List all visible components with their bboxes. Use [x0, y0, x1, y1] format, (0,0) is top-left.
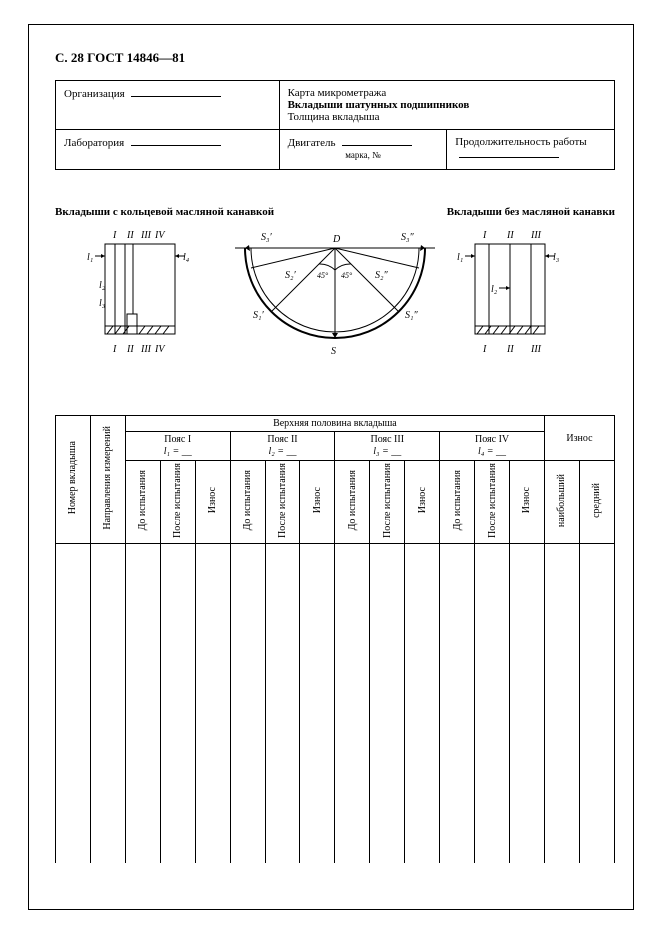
svg-text:D: D — [332, 234, 341, 245]
belt-4-name: Пояс IV — [475, 434, 509, 445]
wear-header: Износ — [544, 416, 614, 461]
svg-text:l₄: l₄ — [183, 252, 190, 263]
belt-3-sub: l₃ = __ — [373, 446, 401, 457]
b2-before: До испытания — [242, 470, 253, 530]
page-content: С. 28 ГОСТ 14846—81 Организация Карта ми… — [55, 50, 615, 863]
lab-underline — [131, 136, 221, 146]
svg-text:III: III — [140, 344, 152, 355]
svg-text:l₂: l₂ — [491, 284, 498, 295]
engine-sub: марка, № — [288, 150, 439, 160]
card-title: Карта микрометража — [288, 87, 606, 99]
org-label: Организация — [64, 88, 125, 100]
svg-text:I: I — [482, 344, 487, 355]
svg-text:I: I — [482, 230, 487, 241]
svg-text:S₁″: S₁″ — [405, 310, 418, 321]
belt-3-name: Пояс III — [370, 434, 404, 445]
duration-label: Продолжительность работы — [455, 136, 606, 148]
svg-text:S: S — [331, 346, 336, 357]
svg-text:I: I — [112, 230, 117, 241]
svg-text:S₃′: S₃′ — [261, 232, 272, 243]
col-num: Номер вкладыша — [67, 441, 78, 514]
svg-text:III: III — [530, 344, 542, 355]
svg-text:S₂′: S₂′ — [285, 270, 296, 281]
svg-text:II: II — [126, 230, 134, 241]
engine-label: Двигатель — [288, 137, 336, 149]
diagrams-svg: IIIIIIIV l₁ — [55, 226, 615, 371]
svg-text:IV: IV — [154, 344, 166, 355]
svg-text:I: I — [112, 344, 117, 355]
card-sub1: Вкладыши шатунных подшипников — [288, 99, 606, 111]
b2-after: После испытания — [277, 463, 288, 538]
svg-text:S₃″: S₃″ — [401, 232, 414, 243]
svg-text:l₁: l₁ — [457, 252, 463, 263]
col-dir: Направления измерений — [102, 426, 113, 530]
svg-text:45°: 45° — [341, 271, 353, 280]
wear-avg: средний — [591, 483, 602, 518]
wear-max: наибольший — [556, 474, 567, 527]
b1-after: После испытания — [172, 463, 183, 538]
belt-1-name: Пояс I — [164, 434, 191, 445]
b1-before: До испытания — [137, 470, 148, 530]
svg-text:l₃: l₃ — [553, 252, 560, 263]
diagram-left-title: Вкладыши с кольцевой масляной канавкой — [55, 206, 274, 218]
svg-text:II: II — [506, 230, 514, 241]
b2-wear: Износ — [312, 487, 323, 513]
b3-before: До испытания — [347, 470, 358, 530]
b3-wear: Износ — [417, 487, 428, 513]
page-header: С. 28 ГОСТ 14846—81 — [55, 50, 615, 66]
top-half: Верхняя половина вкладыша — [125, 416, 544, 432]
org-underline — [131, 87, 221, 97]
svg-text:S₁′: S₁′ — [253, 310, 264, 321]
b4-before: До испытания — [452, 470, 463, 530]
engine-underline — [342, 136, 412, 146]
diagram-right-title: Вкладыши без масляной канавки — [447, 206, 615, 218]
form-table: Организация Карта микрометража Вкладыши … — [55, 80, 615, 170]
svg-text:III: III — [530, 230, 542, 241]
card-sub2: Толщина вкладыша — [288, 111, 606, 123]
b1-wear: Износ — [207, 487, 218, 513]
svg-text:l₂: l₂ — [99, 280, 106, 291]
b4-wear: Износ — [521, 487, 532, 513]
svg-text:45°: 45° — [317, 271, 329, 280]
lab-label: Лаборатория — [64, 137, 124, 149]
svg-text:l₃: l₃ — [99, 298, 106, 309]
svg-text:IV: IV — [154, 230, 166, 241]
measurement-table: Номер вкладыша Направления измерений Вер… — [55, 415, 615, 863]
b4-after: После испытания — [487, 463, 498, 538]
svg-text:l₁: l₁ — [87, 252, 93, 263]
svg-text:S₂″: S₂″ — [375, 270, 388, 281]
svg-text:III: III — [140, 230, 152, 241]
belt-2-sub: l₂ = __ — [268, 446, 296, 457]
svg-text:II: II — [126, 344, 134, 355]
belt-2-name: Пояс II — [267, 434, 297, 445]
duration-underline — [459, 148, 559, 158]
b3-after: После испытания — [382, 463, 393, 538]
belt-1-sub: l₁ = __ — [164, 446, 192, 457]
belt-4-sub: l₄ = __ — [478, 446, 506, 457]
svg-text:II: II — [506, 344, 514, 355]
